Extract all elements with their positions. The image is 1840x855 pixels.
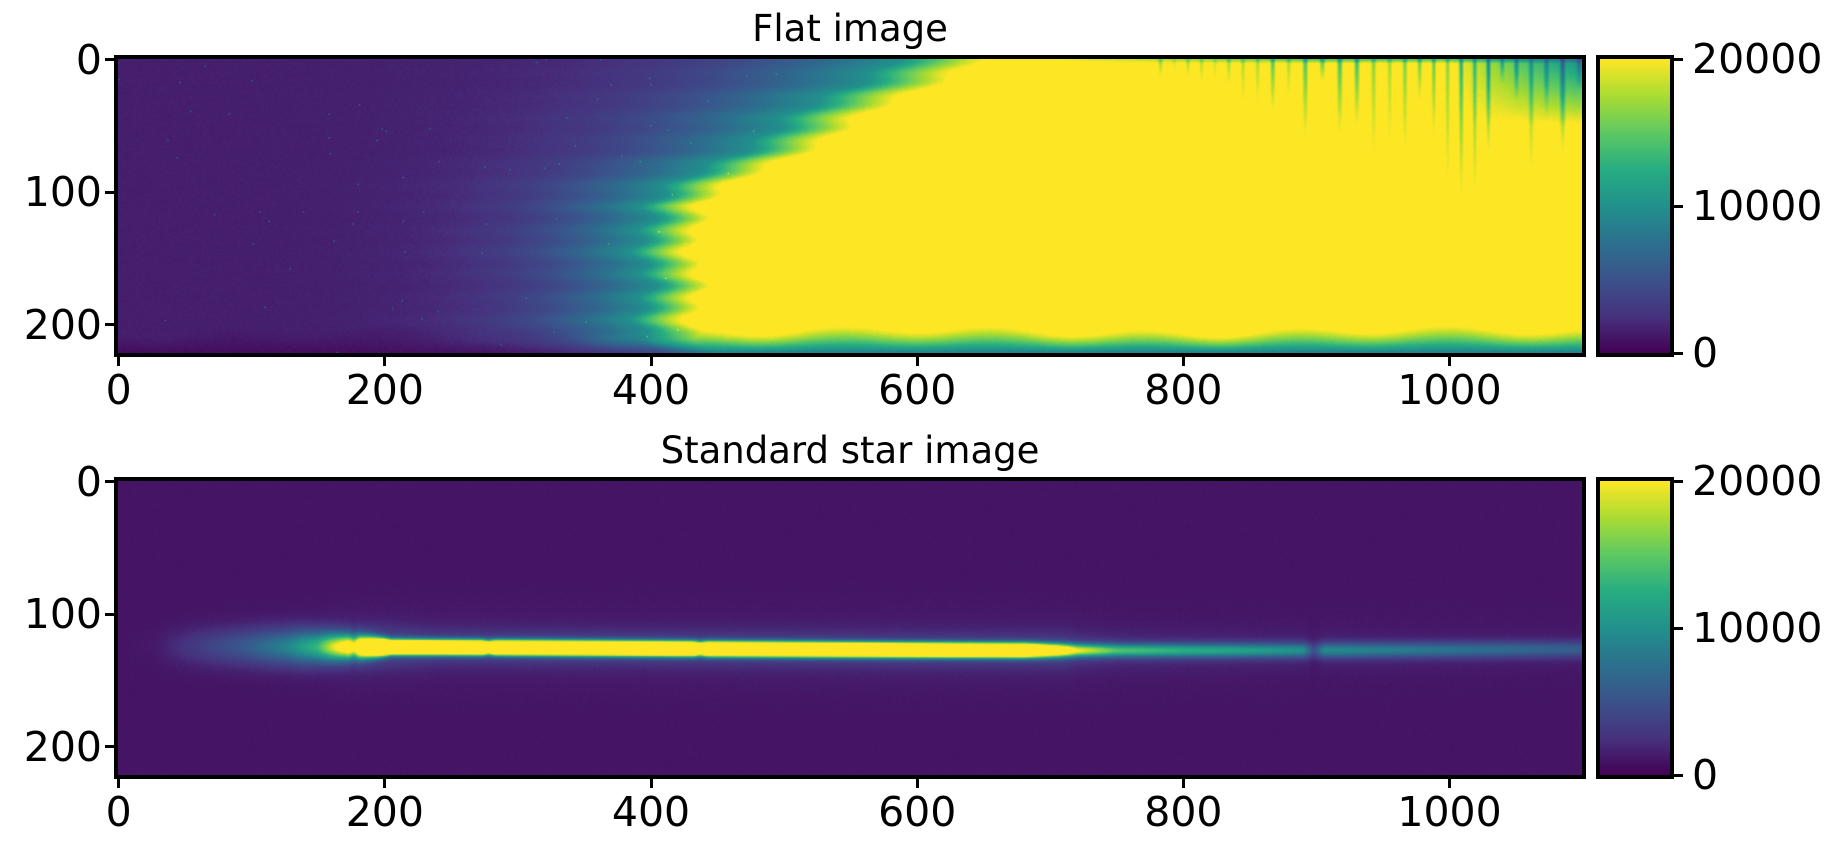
x-tick-mark <box>383 357 387 366</box>
x-tick-mark <box>383 779 387 788</box>
x-tick-label: 600 <box>878 366 957 414</box>
y-tick-mark <box>105 323 114 327</box>
y-tick-label: 100 <box>23 168 102 217</box>
x-tick-mark <box>1181 357 1185 366</box>
y-tick-mark <box>105 612 114 616</box>
x-tick-mark <box>915 357 919 366</box>
x-tick-label: 600 <box>878 788 957 836</box>
x-tick-label: 1000 <box>1397 366 1502 414</box>
x-tick-mark <box>649 779 653 788</box>
x-tick-mark <box>117 779 121 788</box>
y-tick-mark <box>105 480 114 484</box>
standard-star-image-title: Standard star image <box>660 429 1040 472</box>
colorbar-tick-mark <box>1674 351 1683 355</box>
y-tick-mark <box>105 190 114 194</box>
standard-star-image-heatmap <box>118 481 1582 775</box>
x-tick-label: 0 <box>105 788 132 836</box>
colorbar-tick-mark <box>1674 773 1683 777</box>
x-tick-label: 400 <box>611 788 691 836</box>
colorbar-tick-mark <box>1674 204 1683 208</box>
x-tick-mark <box>117 357 121 366</box>
y-tick-label: 100 <box>23 590 102 639</box>
flat-image-colorbar-gradient <box>1600 59 1670 353</box>
colorbar-tick-label: 20000 <box>1692 457 1823 505</box>
x-tick-mark <box>649 357 653 366</box>
colorbar-tick-label: 0 <box>1692 329 1719 377</box>
y-tick-label: 200 <box>23 300 102 349</box>
x-tick-label: 800 <box>1144 366 1223 414</box>
flat-image-title: Flat image <box>752 7 948 50</box>
x-tick-label: 800 <box>1144 788 1223 836</box>
standard-star-image-colorbar-gradient <box>1600 481 1670 775</box>
colorbar-tick-label: 10000 <box>1692 604 1823 652</box>
y-tick-mark <box>105 745 114 749</box>
flat-image-axes <box>114 55 1586 357</box>
y-tick-label: 0 <box>75 457 102 506</box>
colorbar-tick-mark <box>1674 479 1683 483</box>
colorbar-tick-label: 0 <box>1692 751 1719 799</box>
x-tick-label: 400 <box>611 366 691 414</box>
colorbar-tick-mark <box>1674 57 1683 61</box>
x-tick-mark <box>1448 779 1452 788</box>
x-tick-mark <box>915 779 919 788</box>
standard-star-image-axes <box>114 477 1586 779</box>
flat-image-colorbar <box>1596 55 1674 357</box>
y-tick-mark <box>105 58 114 62</box>
x-tick-label: 0 <box>105 366 132 414</box>
flat-image-heatmap <box>118 59 1582 353</box>
x-tick-label: 1000 <box>1397 788 1502 836</box>
y-tick-label: 0 <box>75 35 102 84</box>
x-tick-label: 200 <box>345 788 424 836</box>
x-tick-label: 200 <box>345 366 424 414</box>
x-tick-mark <box>1448 357 1452 366</box>
colorbar-tick-label: 10000 <box>1692 182 1823 230</box>
x-tick-mark <box>1181 779 1185 788</box>
colorbar-tick-label: 20000 <box>1692 35 1823 83</box>
y-tick-label: 200 <box>23 722 102 771</box>
standard-star-image-colorbar <box>1596 477 1674 779</box>
colorbar-tick-mark <box>1674 626 1683 630</box>
